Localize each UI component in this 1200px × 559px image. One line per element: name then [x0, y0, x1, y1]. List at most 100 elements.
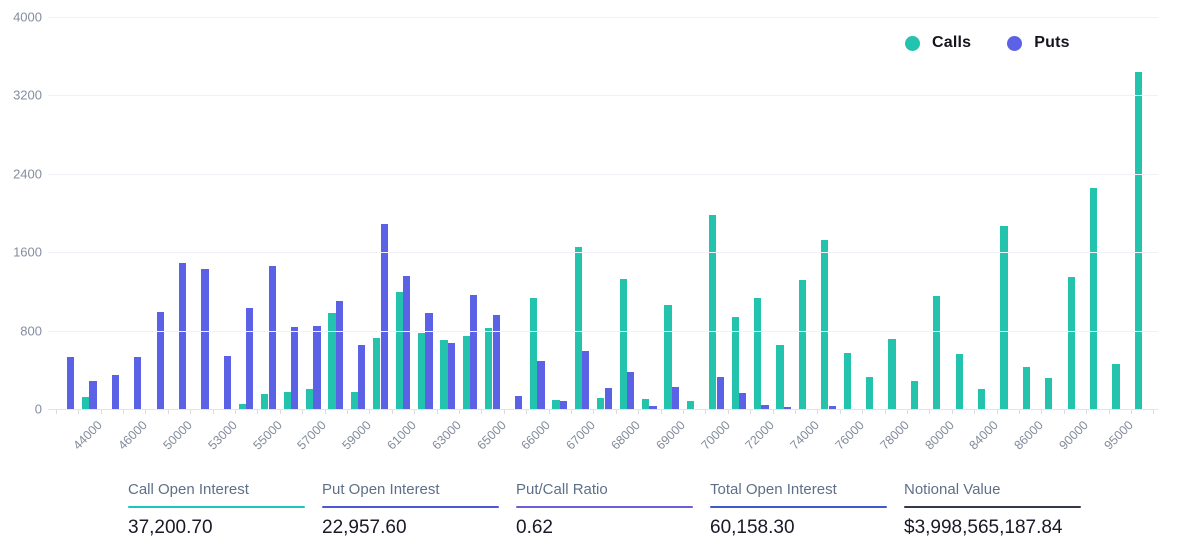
- call-bar-72000[interactable]: [753, 297, 762, 409]
- put-bar-66000[interactable]: [537, 361, 545, 409]
- stat-underline: [128, 506, 305, 508]
- call-bar-strike-42[interactable]: [1000, 225, 1008, 409]
- put-bar-68000[interactable]: [626, 371, 635, 409]
- put-bar-strike-6[interactable]: [201, 269, 209, 409]
- put-bar-strike-12[interactable]: [335, 301, 344, 409]
- call-bar-strike-14[interactable]: [373, 338, 381, 409]
- put-bar-strike-2[interactable]: [111, 375, 120, 409]
- call-bar-strike-34[interactable]: [821, 239, 829, 409]
- x-tick: [302, 410, 304, 414]
- put-bar-strike-4[interactable]: [156, 311, 164, 409]
- call-bar-95000[interactable]: [1112, 363, 1120, 409]
- legend-item-calls[interactable]: Calls: [905, 34, 971, 52]
- x-tick: [1041, 410, 1043, 414]
- stat-total-open-interest: Total Open Interest 60,158.30: [710, 481, 887, 539]
- call-bar-strike-46[interactable]: [1089, 187, 1098, 409]
- legend-puts-label: Puts: [1034, 34, 1070, 51]
- put-bar-44000[interactable]: [89, 380, 97, 409]
- call-bar-78000[interactable]: [888, 339, 896, 409]
- put-bar-strike-14[interactable]: [380, 223, 388, 409]
- call-bar-55000[interactable]: [261, 394, 269, 409]
- call-bar-69000[interactable]: [664, 304, 672, 409]
- put-bar-55000[interactable]: [268, 266, 276, 409]
- put-bar-46000[interactable]: [134, 357, 142, 409]
- call-bar-strike-18[interactable]: [462, 336, 471, 409]
- call-bar-strike-8[interactable]: [238, 404, 247, 409]
- gridline-1600: [48, 252, 1158, 254]
- put-bar-59000[interactable]: [358, 344, 366, 409]
- call-bar-strike-44[interactable]: [1045, 377, 1053, 409]
- put-bar-strike-24[interactable]: [604, 388, 612, 409]
- call-bar-74000[interactable]: [798, 280, 807, 409]
- call-bar-59000[interactable]: [350, 392, 359, 409]
- call-bar-strike-24[interactable]: [597, 397, 605, 409]
- put-bar-63000[interactable]: [447, 343, 456, 409]
- x-tick: [1086, 410, 1088, 414]
- x-tick: [1130, 410, 1132, 414]
- call-bar-strike-48[interactable]: [1134, 71, 1143, 409]
- put-bar-72000[interactable]: [761, 404, 769, 409]
- call-bar-63000[interactable]: [440, 340, 448, 409]
- call-bar-65000[interactable]: [485, 328, 493, 409]
- x-tick: [369, 410, 371, 414]
- x-tick: [951, 410, 953, 414]
- call-bar-61000[interactable]: [395, 292, 403, 409]
- put-bar-61000[interactable]: [402, 275, 411, 409]
- call-bar-44000[interactable]: [81, 397, 90, 409]
- put-bar-strike-18[interactable]: [470, 295, 478, 409]
- call-bar-strike-22[interactable]: [552, 399, 560, 409]
- call-bar-strike-26[interactable]: [641, 399, 650, 409]
- x-tick: [481, 410, 483, 414]
- gridline-4000: [48, 17, 1158, 18]
- x-tick: [414, 410, 416, 414]
- call-bar-67000[interactable]: [574, 247, 583, 409]
- call-bar-86000[interactable]: [1022, 367, 1031, 409]
- x-tick: [122, 410, 124, 414]
- call-bar-strike-30[interactable]: [731, 316, 739, 409]
- stat-label: Put Open Interest: [322, 481, 440, 498]
- x-tick: [458, 410, 460, 414]
- x-tick: [324, 410, 326, 414]
- call-bar-strike-32[interactable]: [776, 344, 784, 409]
- put-bar-strike-32[interactable]: [783, 407, 792, 409]
- put-bar-strike-10[interactable]: [290, 327, 299, 409]
- x-tick: [772, 410, 774, 414]
- x-tick: [212, 410, 214, 414]
- put-bar-50000[interactable]: [178, 263, 187, 409]
- call-bar-57000[interactable]: [305, 389, 314, 409]
- put-bar-57000[interactable]: [313, 325, 321, 409]
- x-tick: [727, 410, 729, 414]
- y-tick-label-0: 0: [34, 401, 42, 417]
- put-bar-strike-20[interactable]: [514, 395, 523, 409]
- call-bar-84000[interactable]: [977, 389, 986, 409]
- put-bar-strike-22[interactable]: [559, 401, 568, 409]
- legend-item-puts[interactable]: Puts: [1007, 34, 1070, 52]
- call-bar-80000[interactable]: [933, 295, 941, 409]
- call-bar-strike-36[interactable]: [865, 377, 874, 409]
- put-bar-65000[interactable]: [492, 315, 500, 409]
- stat-label: Call Open Interest: [128, 481, 249, 498]
- call-bar-strike-12[interactable]: [328, 313, 336, 409]
- put-bar-strike-16[interactable]: [425, 312, 433, 409]
- put-bar-69000[interactable]: [671, 387, 680, 409]
- call-bar-strike-38[interactable]: [910, 381, 919, 409]
- call-bar-90000[interactable]: [1067, 276, 1075, 409]
- put-bar-strike-0[interactable]: [66, 357, 75, 409]
- call-bar-70000[interactable]: [709, 215, 717, 409]
- put-bar-strike-26[interactable]: [649, 406, 657, 409]
- call-bar-76000[interactable]: [843, 353, 851, 409]
- put-bar-strike-30[interactable]: [738, 393, 747, 409]
- put-bar-70000[interactable]: [716, 376, 724, 409]
- put-bar-67000[interactable]: [582, 351, 590, 409]
- call-bar-strike-28[interactable]: [686, 401, 695, 409]
- call-bar-66000[interactable]: [529, 297, 538, 409]
- call-bar-strike-16[interactable]: [417, 332, 426, 409]
- x-tick: [570, 410, 572, 414]
- call-bar-68000[interactable]: [619, 279, 627, 409]
- x-tick: [996, 410, 998, 414]
- put-bar-strike-34[interactable]: [828, 406, 836, 409]
- call-bar-strike-10[interactable]: [283, 392, 291, 409]
- put-bar-53000[interactable]: [223, 355, 232, 409]
- call-bar-strike-40[interactable]: [955, 353, 963, 409]
- put-bar-strike-8[interactable]: [246, 307, 254, 409]
